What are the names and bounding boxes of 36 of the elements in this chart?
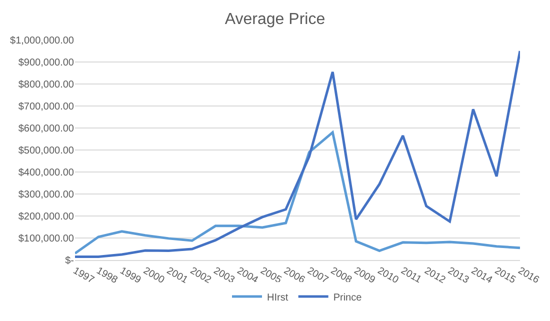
x-tick-label: 2011 — [398, 265, 424, 286]
y-tick-label: $900,000.00 — [18, 58, 74, 68]
x-tick-label: 2009 — [352, 265, 378, 286]
x-tick-label: 2005 — [258, 265, 284, 286]
y-tick-label: $1,000,000.00 — [10, 36, 74, 46]
y-tick-label: $500,000.00 — [18, 146, 74, 156]
y-tick-label: $200,000.00 — [18, 212, 74, 222]
chart-title: Average Price — [224, 11, 326, 28]
line-series — [75, 50, 520, 258]
y-tick-label: $600,000.00 — [18, 124, 74, 134]
x-tick-label: 2007 — [305, 265, 330, 286]
line-series — [75, 131, 520, 255]
x-tick-label: 2016 — [516, 265, 542, 286]
y-tick-label: $100,000.00 — [18, 234, 74, 244]
x-tick-label: 2015 — [492, 265, 518, 286]
y-tick-label: $- — [65, 256, 74, 266]
legend-label: Prince — [333, 292, 362, 304]
x-tick-label: 2000 — [141, 265, 166, 286]
legend-label: HIrst — [267, 292, 288, 304]
x-tick-label: 2008 — [328, 265, 354, 286]
x-tick-label: 2014 — [469, 265, 494, 286]
x-tick-label: 2006 — [282, 265, 307, 286]
y-tick-label: $800,000.00 — [18, 80, 74, 90]
x-tick-label: 2001 — [164, 265, 190, 286]
x-tick-label: 2003 — [212, 265, 237, 286]
x-tick-label: 2012 — [422, 265, 448, 286]
y-tick-label: $300,000.00 — [18, 190, 74, 200]
x-tick-label: 1997 — [71, 265, 96, 286]
y-tick-label: $700,000.00 — [18, 102, 74, 112]
x-tick-label: 2010 — [375, 265, 401, 286]
x-tick-label: 1999 — [118, 265, 143, 286]
x-tick-label: 1998 — [94, 265, 120, 286]
y-tick-label: $400,000.00 — [18, 168, 74, 178]
x-tick-label: 2004 — [234, 265, 260, 286]
x-tick-label: 2013 — [446, 265, 471, 286]
x-tick-label: 2002 — [188, 265, 214, 286]
